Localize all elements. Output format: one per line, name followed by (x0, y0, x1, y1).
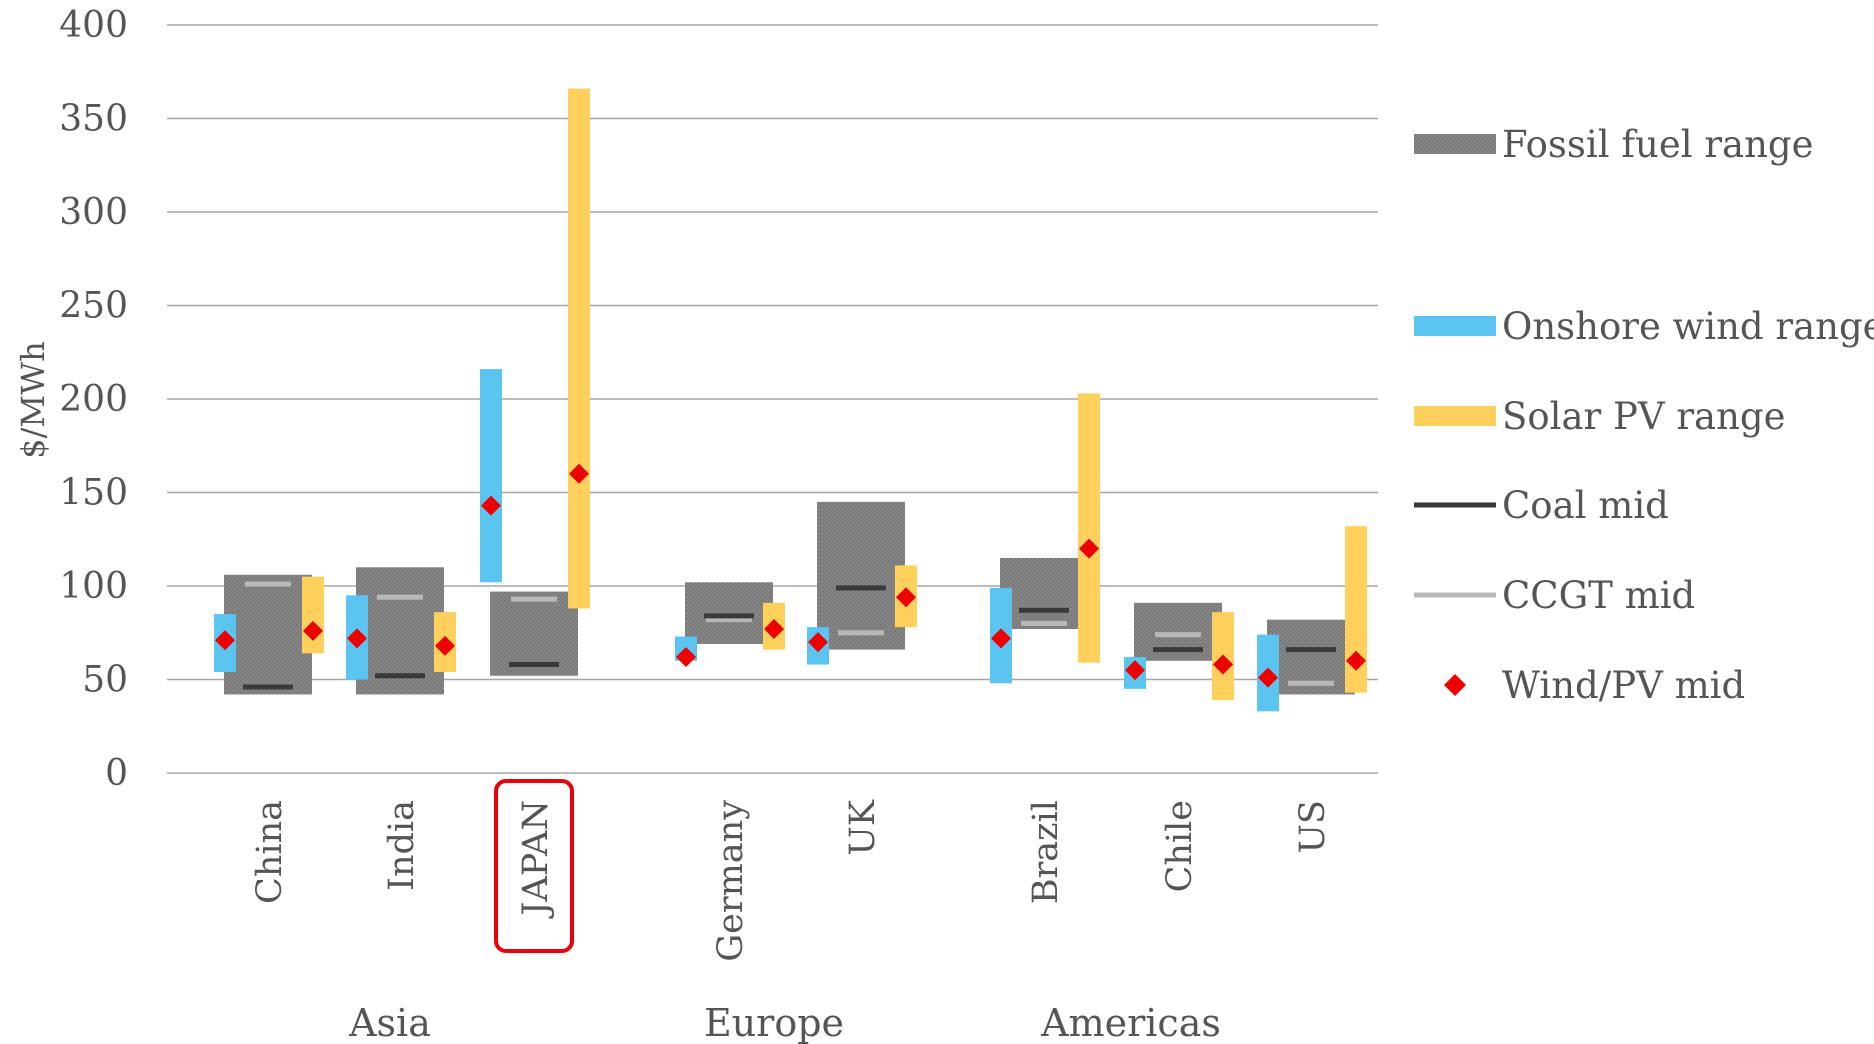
fossil-fuel-range-bar (1134, 602, 1222, 661)
pv-mid-diamond (435, 635, 455, 656)
solar-pv-range-bar (302, 576, 324, 654)
fossil-fuel-range-bar (1000, 557, 1088, 630)
y-axis: 0 50 100 150 200 250 300 350 400 (59, 5, 128, 794)
wind-mid-diamond (347, 628, 367, 649)
y-tick-label: 250 (59, 286, 128, 327)
fossil-fuel-range-bar (224, 574, 312, 695)
y-tick-label: 100 (59, 566, 128, 607)
legend-label: Wind/PV mid (1502, 664, 1745, 707)
x-category-label: JAPAN (516, 800, 556, 919)
solar-pv-range-bar (568, 88, 590, 609)
y-tick-label: 50 (82, 660, 128, 701)
x-category-label: Germany (711, 800, 751, 962)
legend-label: Solar PV range (1502, 395, 1786, 438)
legend-item: Solar PV range (1414, 395, 1786, 438)
legend-label: CCGT mid (1502, 574, 1695, 617)
y-tick-label: 150 (59, 473, 128, 514)
x-group-label: Americas (1040, 1001, 1221, 1044)
pv-mid-diamond (1346, 650, 1366, 671)
wind-mid-diamond (808, 632, 828, 653)
legend-item: Coal mid (1414, 484, 1669, 527)
x-category-label: UK (843, 799, 883, 855)
legend: Fossil fuel range Onshore wind range Solar… (1414, 123, 1874, 707)
category-brazil (990, 393, 1100, 684)
plot-area (214, 88, 1367, 712)
highlight-box (494, 779, 574, 953)
wind-mid-diamond (1258, 667, 1278, 688)
legend-label: Fossil fuel range (1502, 123, 1814, 166)
wind-mid-diamond (1125, 660, 1145, 681)
pv-mid-diamond (303, 620, 323, 641)
legend-swatch (1414, 134, 1496, 154)
wind-mid-diamond (991, 628, 1011, 649)
x-category-label: China (250, 800, 290, 904)
category-japan (480, 88, 590, 676)
x-group-label: Asia (348, 1001, 431, 1044)
x-group-label: Europe (704, 1001, 844, 1044)
fossil-fuel-range-bar (817, 501, 905, 650)
onshore-wind-range-bar (480, 369, 502, 583)
legend-label: Coal mid (1502, 484, 1669, 527)
category-us (1257, 526, 1367, 712)
category-china (214, 574, 324, 695)
wind-mid-diamond (215, 630, 235, 651)
category-chile (1124, 602, 1234, 701)
category-india (346, 567, 456, 695)
solar-pv-range-bar (1078, 393, 1100, 663)
y-tick-label: 300 (59, 192, 128, 233)
pv-mid-diamond (764, 619, 784, 640)
legend-item: Fossil fuel range (1414, 123, 1814, 166)
pv-mid-diamond (569, 463, 589, 484)
x-category-label: US (1293, 800, 1333, 853)
y-tick-label: 0 (105, 753, 128, 794)
legend-label: Onshore wind range (1502, 305, 1874, 348)
legend-item: Wind/PV mid (1444, 664, 1745, 707)
fossil-fuel-range-bar (490, 591, 578, 676)
y-tick-label: 200 (59, 379, 128, 420)
y-tick-label: 350 (59, 99, 128, 140)
wind-mid-diamond (481, 495, 501, 516)
legend-swatch (1444, 674, 1466, 696)
y-tick-label: 400 (59, 5, 128, 46)
legend-swatch (1414, 406, 1496, 426)
x-category-label: Chile (1160, 800, 1200, 892)
legend-item: Onshore wind range (1414, 305, 1874, 348)
pv-mid-diamond (896, 587, 916, 608)
wind-mid-diamond (676, 647, 696, 668)
x-axis: China India JAPAN Germany UK Brazil Chile US Asi… (250, 779, 1333, 1044)
y-axis-title: $/MWh (14, 341, 52, 458)
legend-swatch (1414, 316, 1496, 336)
x-category-label: India (382, 800, 422, 891)
category-uk (807, 501, 917, 665)
solar-pv-range-bar (1345, 526, 1367, 693)
pv-mid-diamond (1079, 538, 1099, 559)
category-germany (675, 582, 785, 668)
pv-mid-diamond (1213, 654, 1233, 675)
legend-item: CCGT mid (1414, 574, 1695, 617)
fossil-fuel-range-bar (685, 582, 773, 644)
x-category-label: Brazil (1026, 800, 1066, 904)
